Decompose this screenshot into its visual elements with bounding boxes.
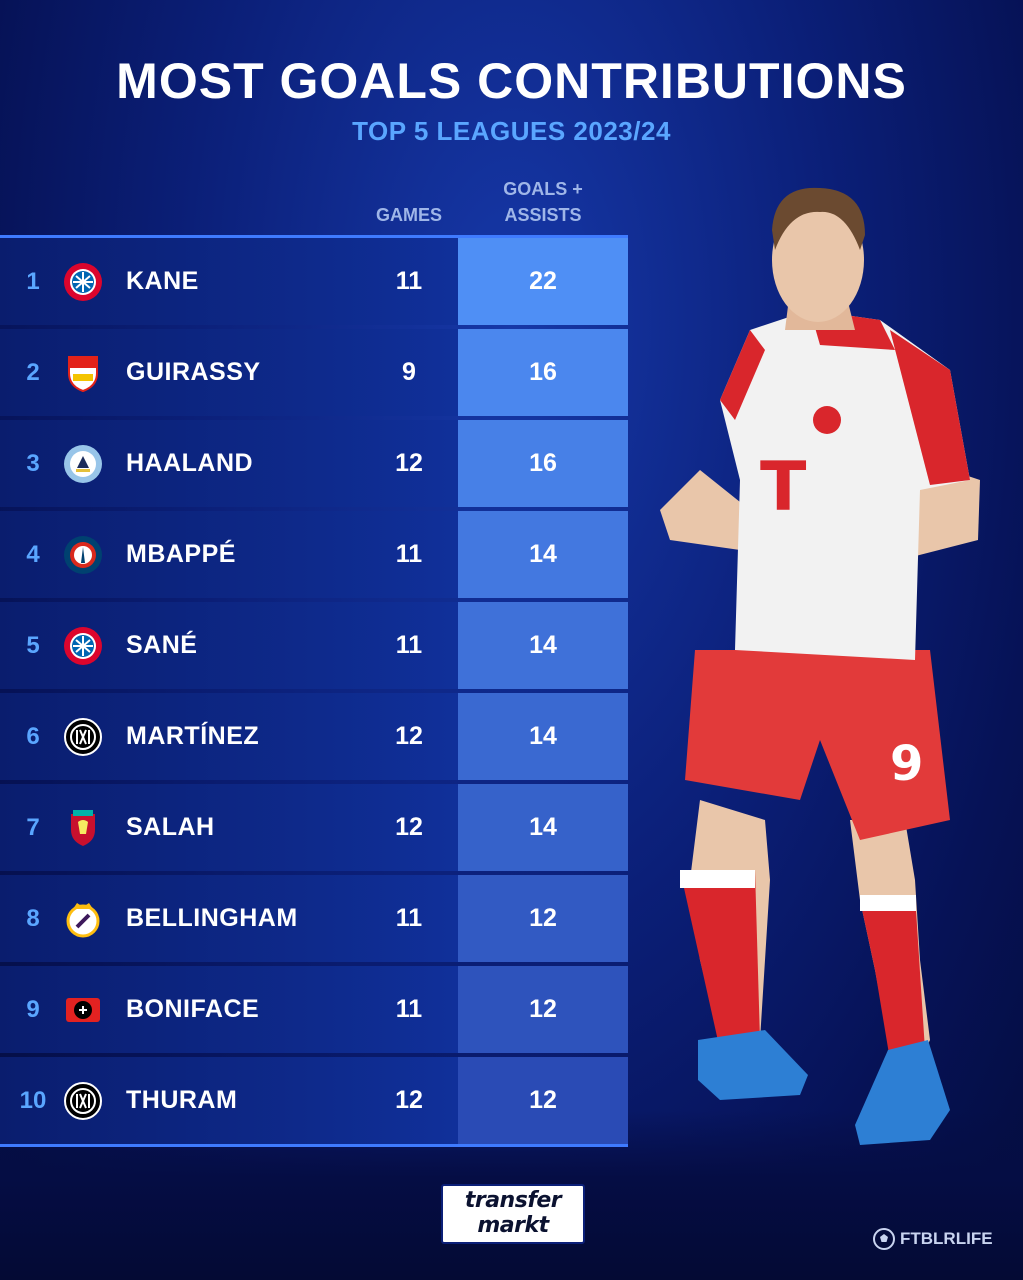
column-header-goals-assists: GOALS + ASSISTS <box>458 176 628 228</box>
table-row: 12 9 BONIFACE 11 <box>0 966 628 1053</box>
rank-number: 3 <box>26 450 40 477</box>
goals-assists-cell: 14 <box>458 602 628 689</box>
table-row: 14 7 SALAH 12 <box>0 784 628 871</box>
player-name: KANE <box>126 267 199 295</box>
player-name: GUIRASSY <box>126 358 261 386</box>
chart-subtitle: TOP 5 LEAGUES 2023/24 <box>352 116 671 146</box>
table-row: 14 4 MBAPPÉ 11 <box>0 511 628 598</box>
vfb-stuttgart-crest-icon <box>68 356 98 393</box>
player-name: BONIFACE <box>126 995 260 1023</box>
rank-number: 10 <box>19 1087 47 1114</box>
player-photo: 9 T <box>660 187 980 1145</box>
player-name: HAALAND <box>126 449 254 477</box>
chart-title: MOST GOALS CONTRIBUTIONS <box>116 53 907 109</box>
goals-assists-cell: 14 <box>458 693 628 780</box>
goals-assists-value: 14 <box>529 631 557 659</box>
table-row: 12 10 THURAM 12 <box>0 1057 628 1144</box>
rank-number: 6 <box>26 723 40 750</box>
bayer-leverkusen-crest-icon <box>66 998 100 1022</box>
games-value: 9 <box>402 358 416 386</box>
transfermarkt-logo: transfer markt <box>441 1184 585 1244</box>
goals-assists-cell: 16 <box>458 329 628 416</box>
goals-assists-value: 12 <box>529 904 557 932</box>
ftblr-credit: FTBLRLIFE <box>900 1229 993 1248</box>
rank-number: 4 <box>26 541 40 568</box>
games-value: 11 <box>395 631 423 659</box>
inter-milan-crest-icon <box>64 1082 102 1120</box>
real-madrid-crest-icon <box>66 903 100 938</box>
goals-assists-value: 14 <box>529 813 557 841</box>
goals-assists-value: 16 <box>529 358 557 386</box>
rank-number: 2 <box>26 359 40 386</box>
table-row: 16 3 HAALAND 12 <box>0 420 628 507</box>
games-value: 12 <box>395 722 423 750</box>
goals-assists-value: 14 <box>529 540 557 568</box>
liverpool-crest-icon <box>71 810 95 846</box>
goals-assists-value: 16 <box>529 449 557 477</box>
games-value: 11 <box>395 267 423 295</box>
logo-line-1: transfer <box>464 1188 562 1213</box>
logo-line-2: markt <box>477 1213 549 1238</box>
table-row: 16 2 GUIRASSY 9 <box>0 329 628 416</box>
goals-assists-value: 12 <box>529 995 557 1023</box>
table-row: 14 5 SANÉ 11 <box>0 602 628 689</box>
table-top-line <box>0 235 628 238</box>
column-header-goals-assists-line1: GOALS + <box>503 179 583 199</box>
rank-number: 5 <box>26 632 40 659</box>
games-value: 11 <box>395 995 423 1023</box>
svg-text:T: T <box>760 448 807 527</box>
goals-assists-cell: 12 <box>458 966 628 1053</box>
games-value: 11 <box>395 540 423 568</box>
inter-milan-crest-icon <box>64 718 102 756</box>
table-row: 22 1 KANE 11 <box>0 238 628 325</box>
rank-number: 1 <box>26 268 40 295</box>
bayern-munich-crest-icon <box>64 627 102 665</box>
player-name: SALAH <box>126 813 215 841</box>
goals-assists-cell: 12 <box>458 1057 628 1144</box>
table-row: 14 6 MARTÍNEZ 12 <box>0 693 628 780</box>
rank-number: 7 <box>26 814 40 841</box>
bayern-munich-crest-icon <box>64 263 102 301</box>
goals-assists-cell: 12 <box>458 875 628 962</box>
psg-crest-icon <box>64 536 102 574</box>
table-row: 12 8 BELLINGHAM 11 <box>0 875 628 962</box>
player-name: BELLINGHAM <box>126 904 298 932</box>
games-value: 12 <box>395 813 423 841</box>
goals-assists-value: 14 <box>529 722 557 750</box>
player-name: SANÉ <box>126 631 198 659</box>
svg-text:9: 9 <box>890 736 923 792</box>
player-name: MARTÍNEZ <box>126 722 260 750</box>
player-name: MBAPPÉ <box>126 540 236 568</box>
goals-assists-cell: 14 <box>458 784 628 871</box>
column-header-games: GAMES <box>375 205 442 225</box>
games-value: 12 <box>395 1086 423 1114</box>
games-value: 12 <box>395 449 423 477</box>
column-header-goals-assists-line2: ASSISTS <box>504 205 582 225</box>
goals-assists-cell: 14 <box>458 511 628 598</box>
rank-number: 8 <box>26 905 40 932</box>
ftblr-ball-icon <box>873 1228 895 1250</box>
manchester-city-crest-icon <box>64 445 102 483</box>
goals-assists-value: 12 <box>529 1086 557 1114</box>
goals-assists-value: 22 <box>529 267 557 295</box>
goals-assists-cell: 16 <box>458 420 628 507</box>
player-name: THURAM <box>126 1086 238 1114</box>
table-bottom-line <box>0 1144 628 1147</box>
rank-number: 9 <box>26 996 40 1023</box>
goals-assists-cell: 22 <box>458 238 628 325</box>
games-value: 11 <box>395 904 423 932</box>
